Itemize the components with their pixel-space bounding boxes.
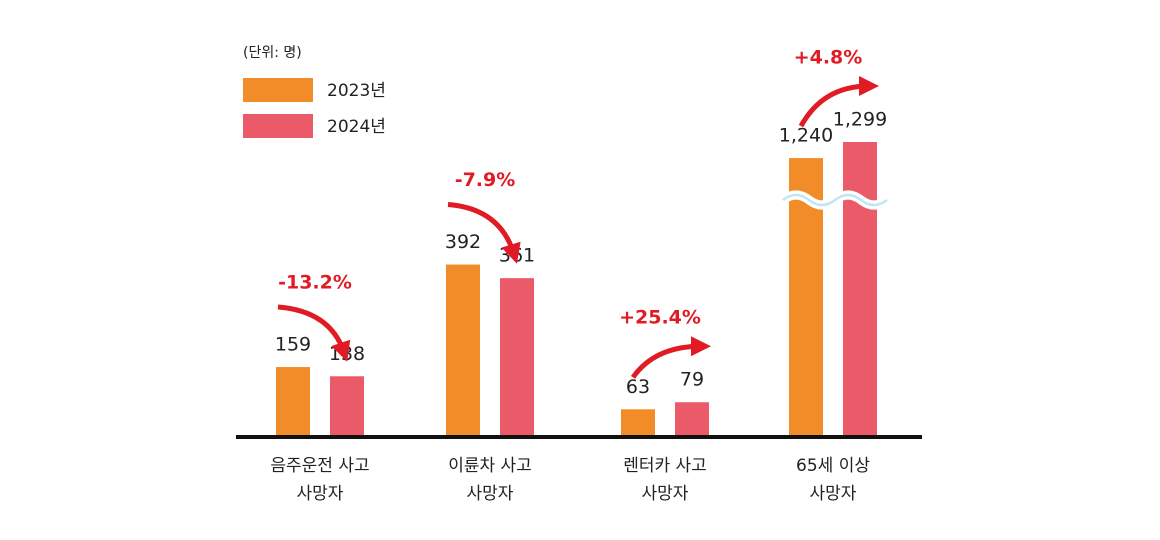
change-label: -13.2% (278, 272, 352, 294)
bar (843, 142, 877, 438)
axis-break (782, 193, 888, 207)
change-label: +25.4% (619, 307, 701, 329)
change-arrow (798, 76, 879, 128)
value-label: 138 (329, 343, 365, 365)
legend-label: 2024년 (327, 117, 386, 137)
value-label: 1,299 (833, 109, 887, 131)
bar (446, 264, 480, 437)
bar (276, 367, 310, 437)
value-label: 361 (499, 245, 535, 267)
value-label: 63 (626, 376, 650, 398)
legend-swatch (243, 114, 313, 138)
value-label: 392 (445, 231, 481, 253)
bar (621, 409, 655, 437)
change-label: -7.9% (455, 169, 516, 191)
change-arrow (277, 304, 351, 362)
value-label: 1,240 (779, 125, 833, 147)
legend-swatch (243, 78, 313, 102)
category-label: 렌터카 사고 사망자 (623, 456, 707, 504)
bar (500, 278, 534, 437)
bar (330, 376, 364, 437)
category-label: 65세 이상 사망자 (796, 456, 870, 504)
unit-label: (단위: 명) (243, 45, 302, 61)
category-label: 이륜차 사고 사망자 (448, 456, 532, 504)
change-arrow (447, 202, 521, 264)
bar (675, 402, 709, 437)
change-label: +4.8% (794, 47, 863, 69)
legend-label: 2023년 (327, 81, 386, 101)
value-label: 79 (680, 369, 704, 391)
change-arrow (630, 336, 711, 379)
category-label: 음주운전 사고 사망자 (270, 456, 370, 504)
value-label: 159 (275, 334, 311, 356)
